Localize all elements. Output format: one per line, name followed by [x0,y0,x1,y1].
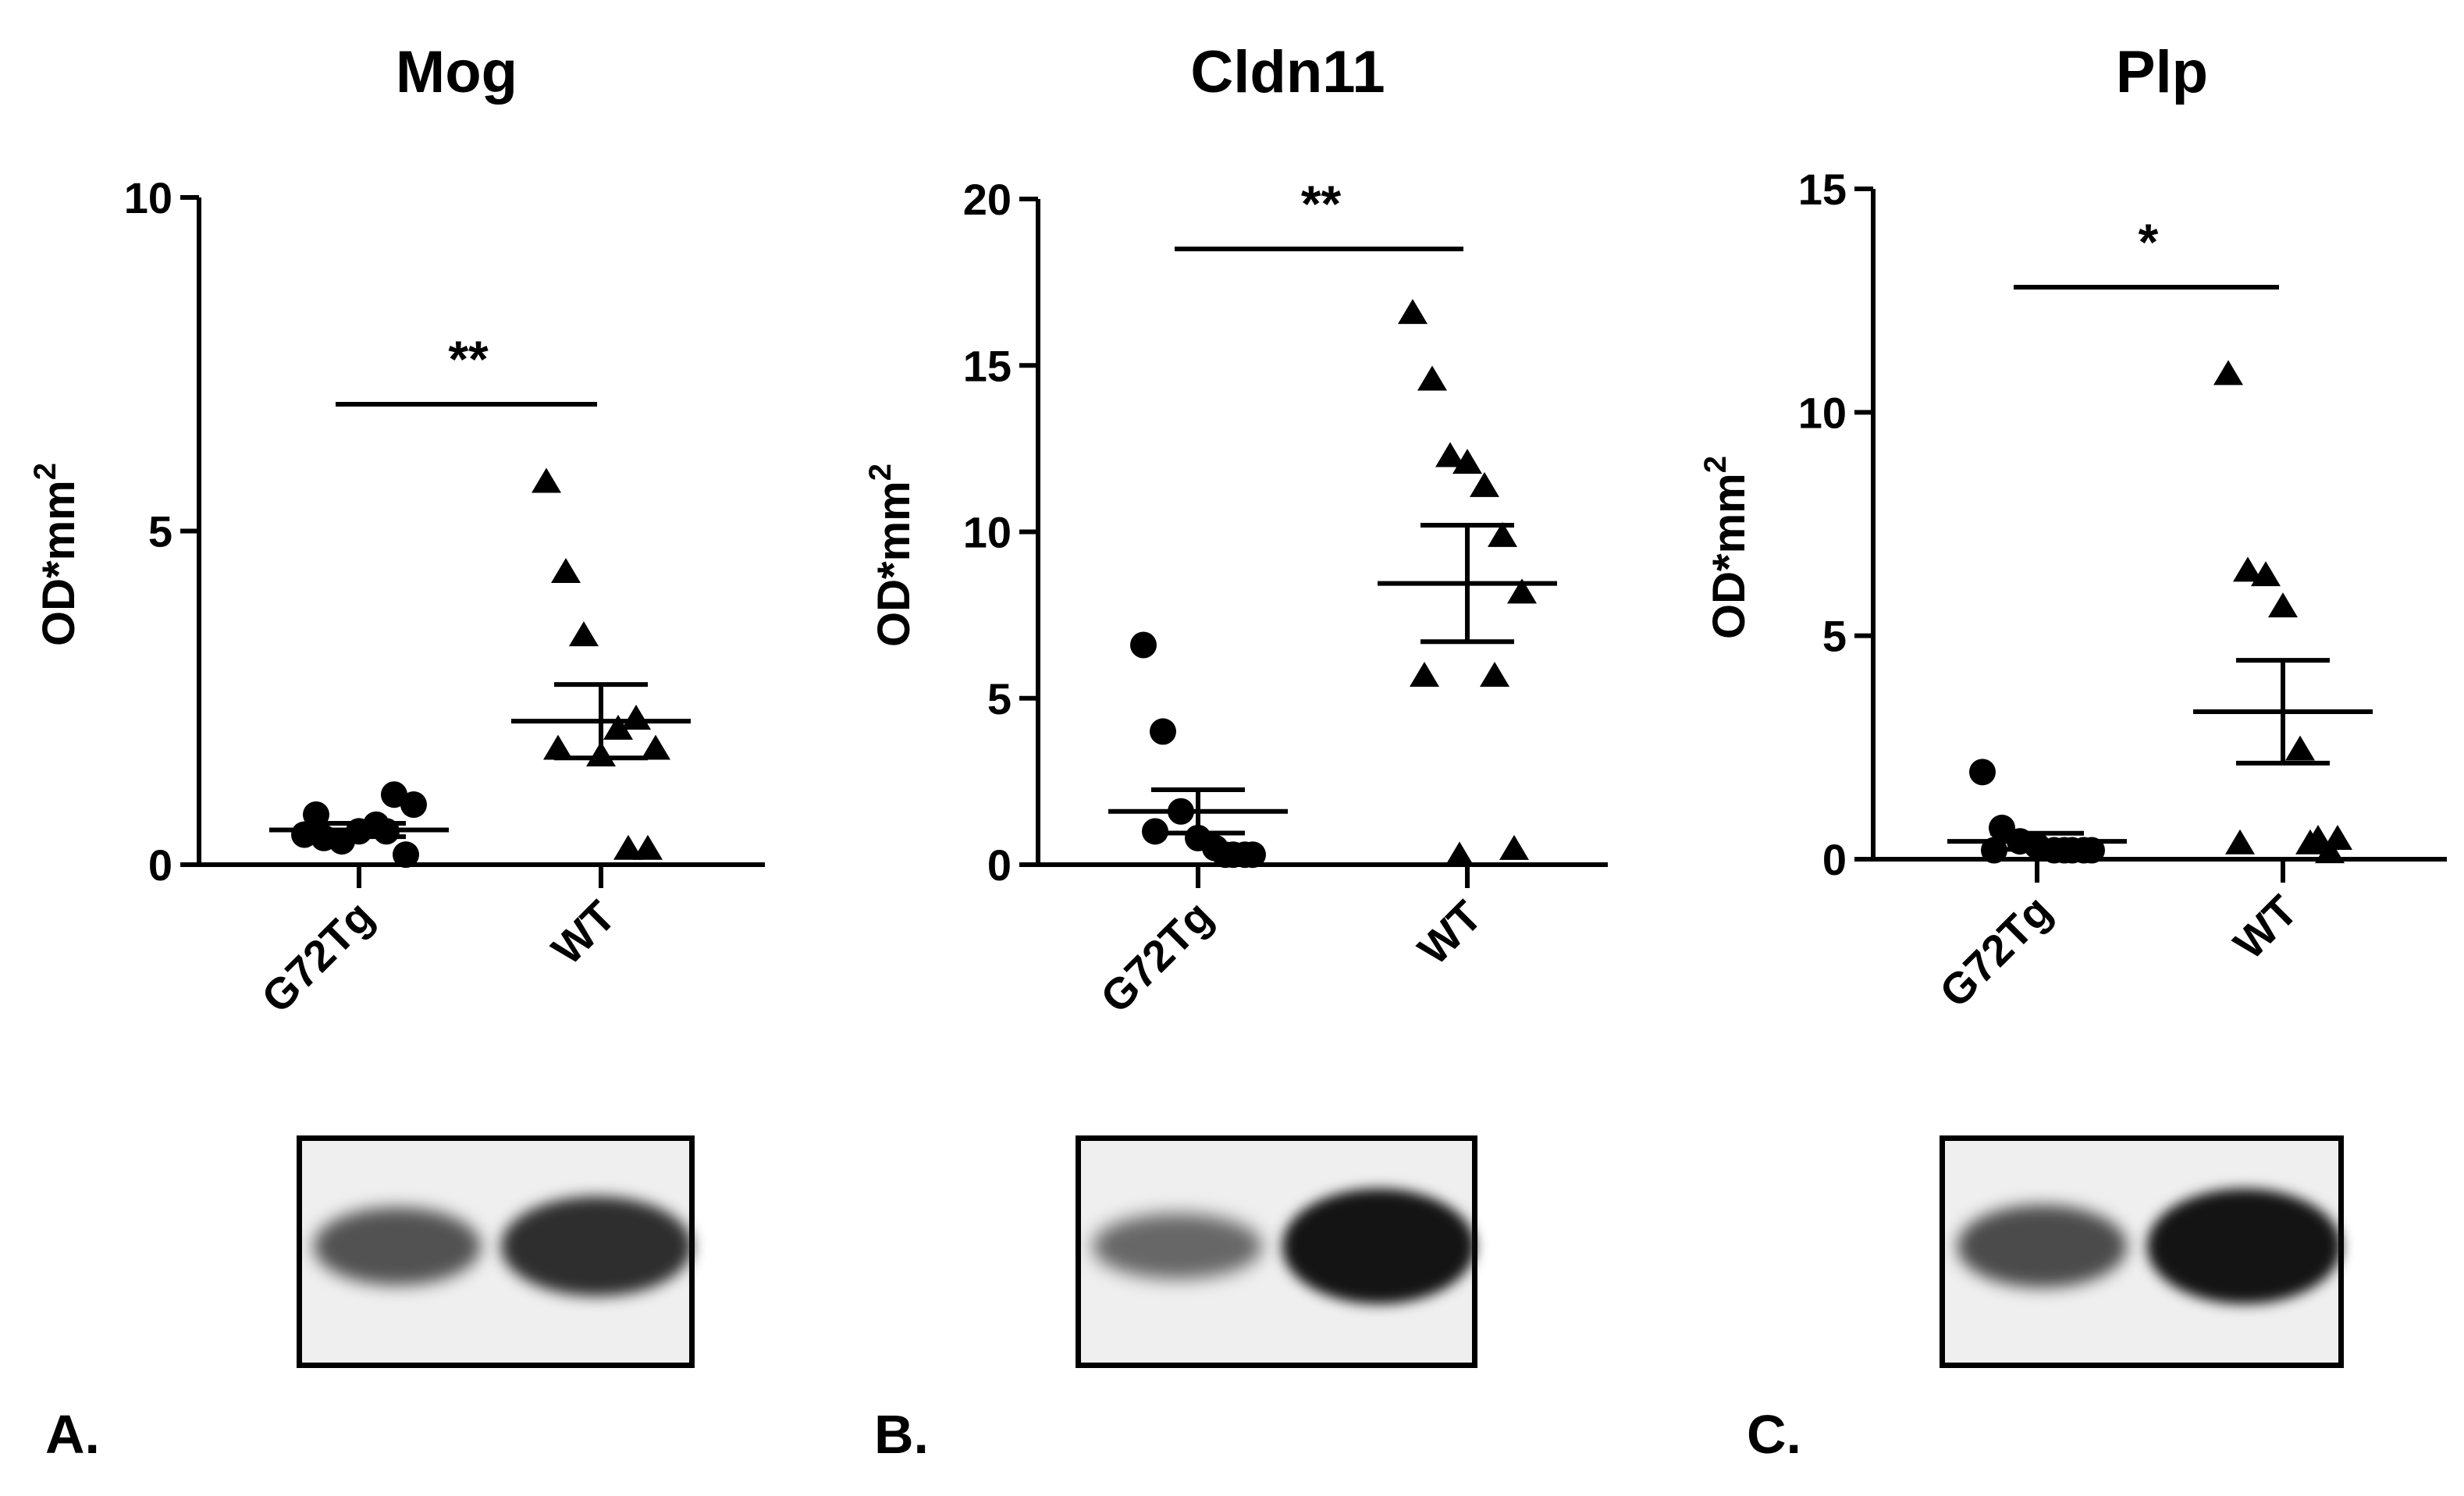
y-tick-label: 15 [963,341,1012,390]
data-point-triangle [2315,838,2345,864]
blot-band-wt [2147,1189,2341,1304]
data-point-circle [393,841,419,869]
x-tick-label: G72Tg [1930,886,2061,1017]
blot-band-g72tg [1957,1205,2128,1288]
data-point-triangle [2295,829,2325,855]
panel-letter: C. [1747,1404,1801,1465]
data-point-triangle [613,834,643,860]
data-point-circle [1150,718,1176,745]
data-point-circle [1969,759,1996,786]
data-point-triangle [1410,662,1439,688]
significance-stars: ** [448,330,489,388]
blot-band-wt [1282,1189,1475,1304]
data-point-triangle [2268,592,2298,618]
y-tick-label: 0 [987,840,1012,890]
y-tick-label: 5 [987,674,1012,723]
y-axis-label: OD*mm2 [1698,456,1755,639]
y-tick-label: 5 [148,507,172,556]
data-point-triangle [2233,556,2263,582]
data-point-triangle [2251,561,2281,587]
western-blot-image [1940,1135,2344,1368]
data-point-triangle [1507,578,1537,604]
y-tick-label: 0 [148,840,172,890]
chart-title: Plp [2116,39,2208,105]
chart-title: Cldn11 [1190,39,1385,105]
data-point-circle [1130,631,1157,659]
panel-letter: B. [874,1404,929,1465]
blot-band-wt [501,1196,692,1296]
data-point-triangle [532,467,561,493]
x-tick-label: WT [2224,886,2306,968]
x-tick-label: WT [1408,891,1491,974]
data-point-triangle [1470,471,1499,497]
y-axis-label: OD*mm2 [28,463,84,646]
x-tick-label: WT [542,891,624,974]
y-axis-label: OD*mm2 [863,464,919,647]
western-blot-image [297,1135,695,1368]
data-point-triangle [633,834,663,860]
data-point-triangle [1398,299,1428,325]
data-point-triangle [1480,662,1509,688]
y-tick-label: 15 [1798,165,1847,214]
y-tick-label: 10 [1798,388,1847,437]
data-point-triangle [621,705,651,730]
y-tick-label: 5 [1822,612,1847,661]
data-point-triangle [551,557,581,583]
data-point-triangle [603,714,633,740]
data-point-triangle [2213,360,2243,386]
data-point-triangle [2225,829,2255,855]
data-point-triangle [1488,521,1517,547]
panel-letter: A. [45,1404,100,1465]
data-point-triangle [569,621,599,647]
significance-stars: * [2139,213,2159,271]
y-tick-label: 10 [963,508,1012,557]
data-point-triangle [2285,735,2315,761]
data-point-triangle [641,734,670,760]
data-point-triangle [1445,841,1474,867]
data-point-triangle [543,734,573,760]
x-tick-label: G72Tg [1091,891,1222,1022]
y-tick-label: 0 [1822,835,1847,884]
data-point-circle [381,781,407,808]
data-point-circle [400,791,427,819]
data-point-triangle [1499,834,1529,860]
x-tick-label: G72Tg [252,891,383,1022]
significance-stars: ** [1301,175,1342,233]
data-point-circle [1212,841,1239,869]
data-point-triangle [1452,449,1482,474]
blot-band-g72tg [1093,1214,1262,1279]
data-point-circle [1232,841,1258,869]
data-point-triangle [1435,442,1465,467]
data-point-triangle [1417,365,1447,391]
blot-band-g72tg [314,1206,482,1286]
western-blot-image [1076,1135,1477,1368]
chart-title: Mog [396,39,517,105]
y-tick-label: 10 [124,173,172,222]
y-tick-label: 20 [963,175,1012,224]
